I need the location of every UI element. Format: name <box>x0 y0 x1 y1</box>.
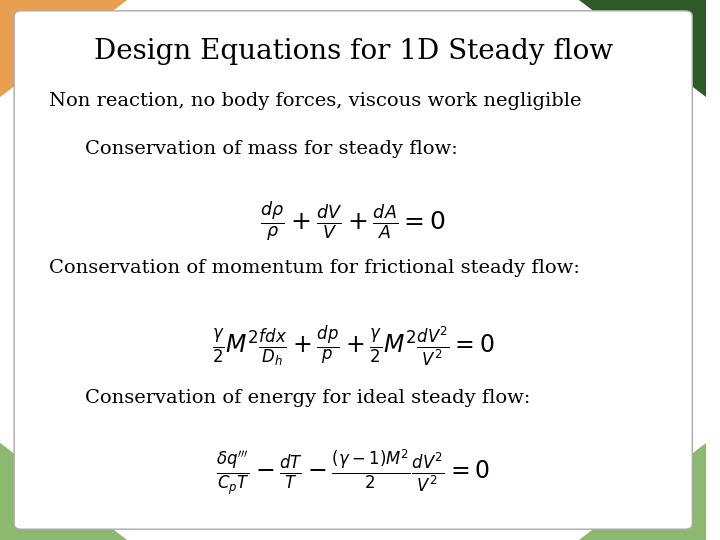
Polygon shape <box>0 0 127 97</box>
Text: Conservation of mass for steady flow:: Conservation of mass for steady flow: <box>85 140 457 158</box>
Text: Conservation of energy for ideal steady flow:: Conservation of energy for ideal steady … <box>85 389 530 407</box>
Polygon shape <box>580 443 706 540</box>
Text: $\frac{\delta q^{\prime\prime\prime}}{C_p T} - \frac{dT}{T} - \frac{(\gamma - 1): $\frac{\delta q^{\prime\prime\prime}}{C_… <box>216 448 490 498</box>
Text: $\frac{\gamma}{2} M^2 \frac{fdx}{D_h} + \frac{dp}{p} + \frac{\gamma}{2} M^2 \fra: $\frac{\gamma}{2} M^2 \frac{fdx}{D_h} + … <box>212 324 495 369</box>
FancyBboxPatch shape <box>14 11 693 529</box>
Text: Non reaction, no body forces, viscous work negligible: Non reaction, no body forces, viscous wo… <box>50 92 582 110</box>
Polygon shape <box>580 0 706 97</box>
Text: Conservation of momentum for frictional steady flow:: Conservation of momentum for frictional … <box>50 259 580 277</box>
Text: Design Equations for 1D Steady flow: Design Equations for 1D Steady flow <box>94 38 613 65</box>
Text: $\frac{d\rho}{\rho} + \frac{dV}{V} + \frac{dA}{A} = 0$: $\frac{d\rho}{\rho} + \frac{dV}{V} + \fr… <box>260 200 446 244</box>
Polygon shape <box>0 443 127 540</box>
